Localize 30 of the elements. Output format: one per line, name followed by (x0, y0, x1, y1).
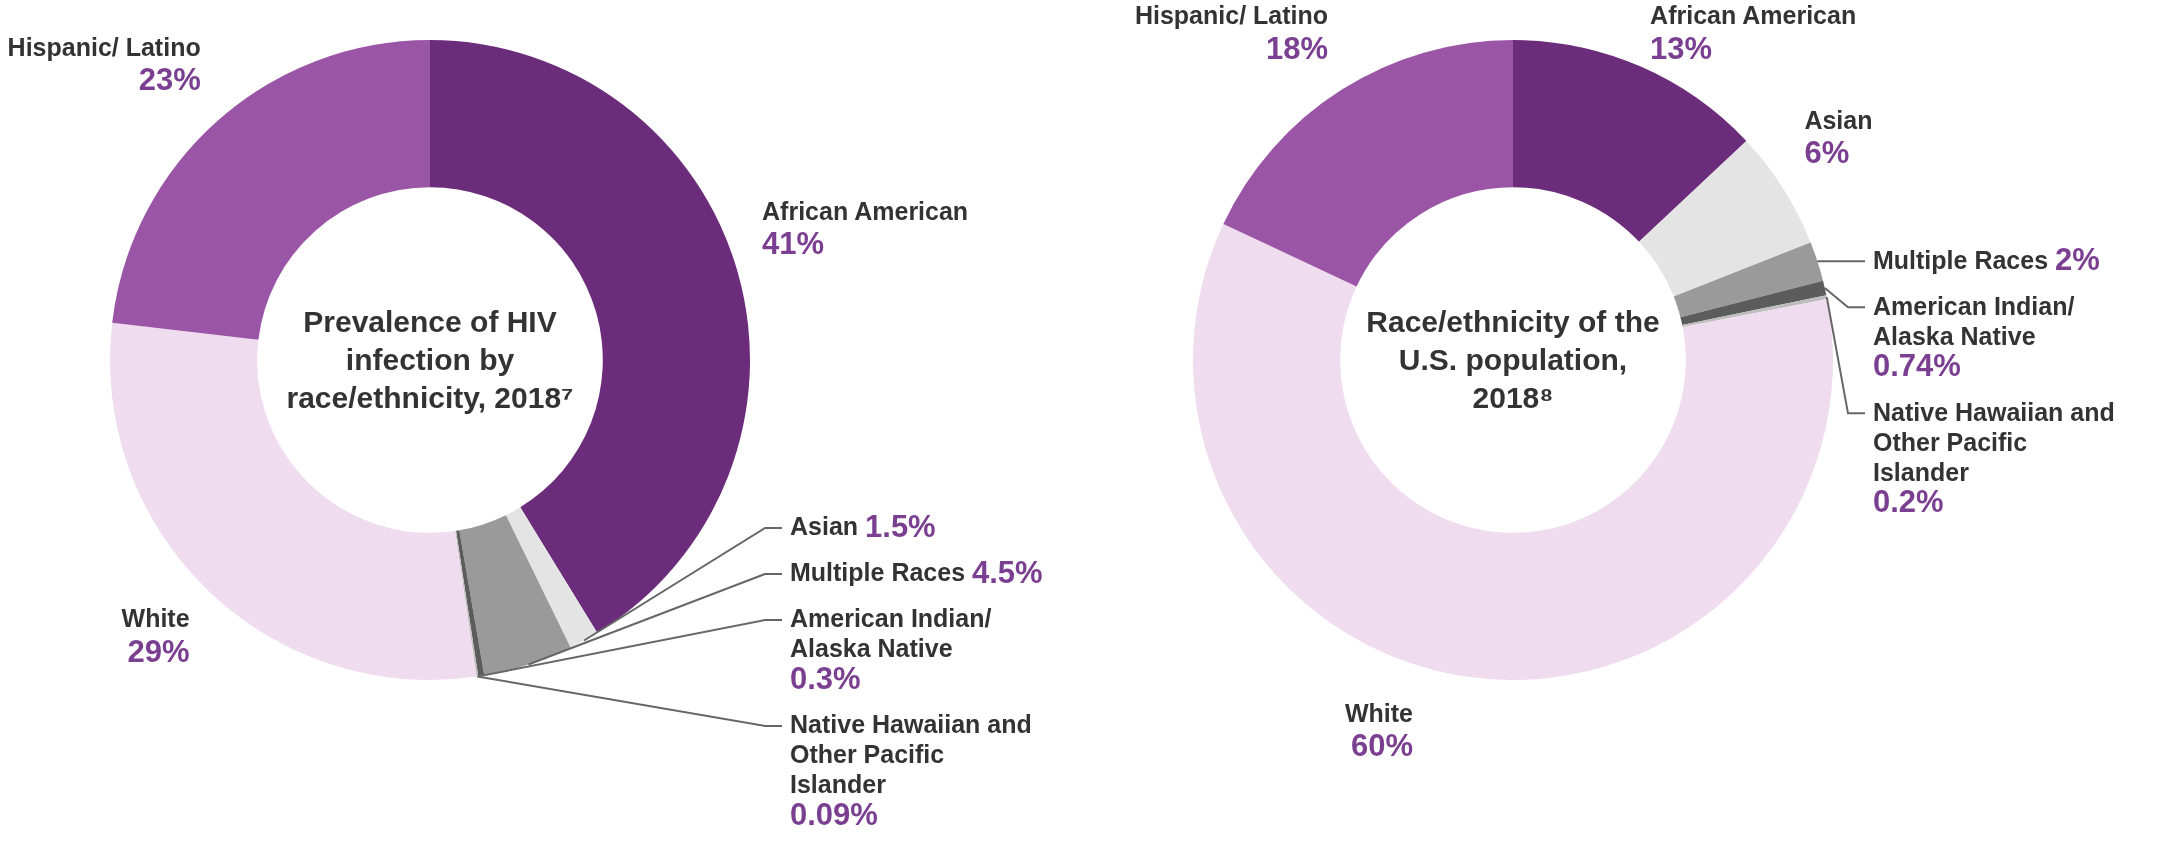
slice-label: Multiple Races (790, 558, 966, 587)
data-label: 60% (1350, 728, 1413, 764)
data-label: 23% (138, 62, 201, 98)
data-label: 0.74% (1873, 348, 1961, 384)
data-label: 0.09% (790, 797, 878, 833)
data-label: 2% (2054, 242, 2100, 278)
data-label: 0.2% (1873, 484, 1944, 520)
data-label: 41% (762, 226, 825, 262)
text: Prevalence of HIV infection by race/ethnicity, 2018⁷ (285, 304, 575, 416)
slice-label: White (121, 603, 190, 632)
slice-label: Native Hawaiian and Other Pacific Islander (1873, 397, 2115, 486)
data-label: 6% (1804, 135, 1850, 171)
slice-label: American Indian/ Alaska Native (790, 604, 992, 663)
slice-label: Native Hawaiian and Other Pacific Islander (790, 710, 1032, 799)
slice-label: Hispanic/ Latino (1134, 1, 1329, 30)
slice-label: Hispanic/ Latino (7, 32, 201, 61)
slice-label: Asian (790, 512, 859, 541)
slice-label: African American (762, 196, 969, 225)
slice-label: American Indian/ Alaska Native (1873, 291, 2075, 350)
data-label: 0.3% (790, 661, 861, 697)
slice-label: Asian (1804, 105, 1873, 134)
data-label: 29% (127, 633, 190, 669)
slice-label: African American (1650, 1, 1857, 30)
data-label: 13% (1650, 31, 1713, 67)
slice-label: Multiple Races (1873, 245, 2049, 274)
text: Race/ethnicity of the U.S. population, 2018⁸ (1366, 304, 1660, 416)
data-label: 18% (1265, 31, 1329, 67)
data-label: 4.5% (971, 555, 1043, 591)
slice-label: White (1344, 698, 1414, 727)
data-label: 1.5% (865, 509, 936, 545)
